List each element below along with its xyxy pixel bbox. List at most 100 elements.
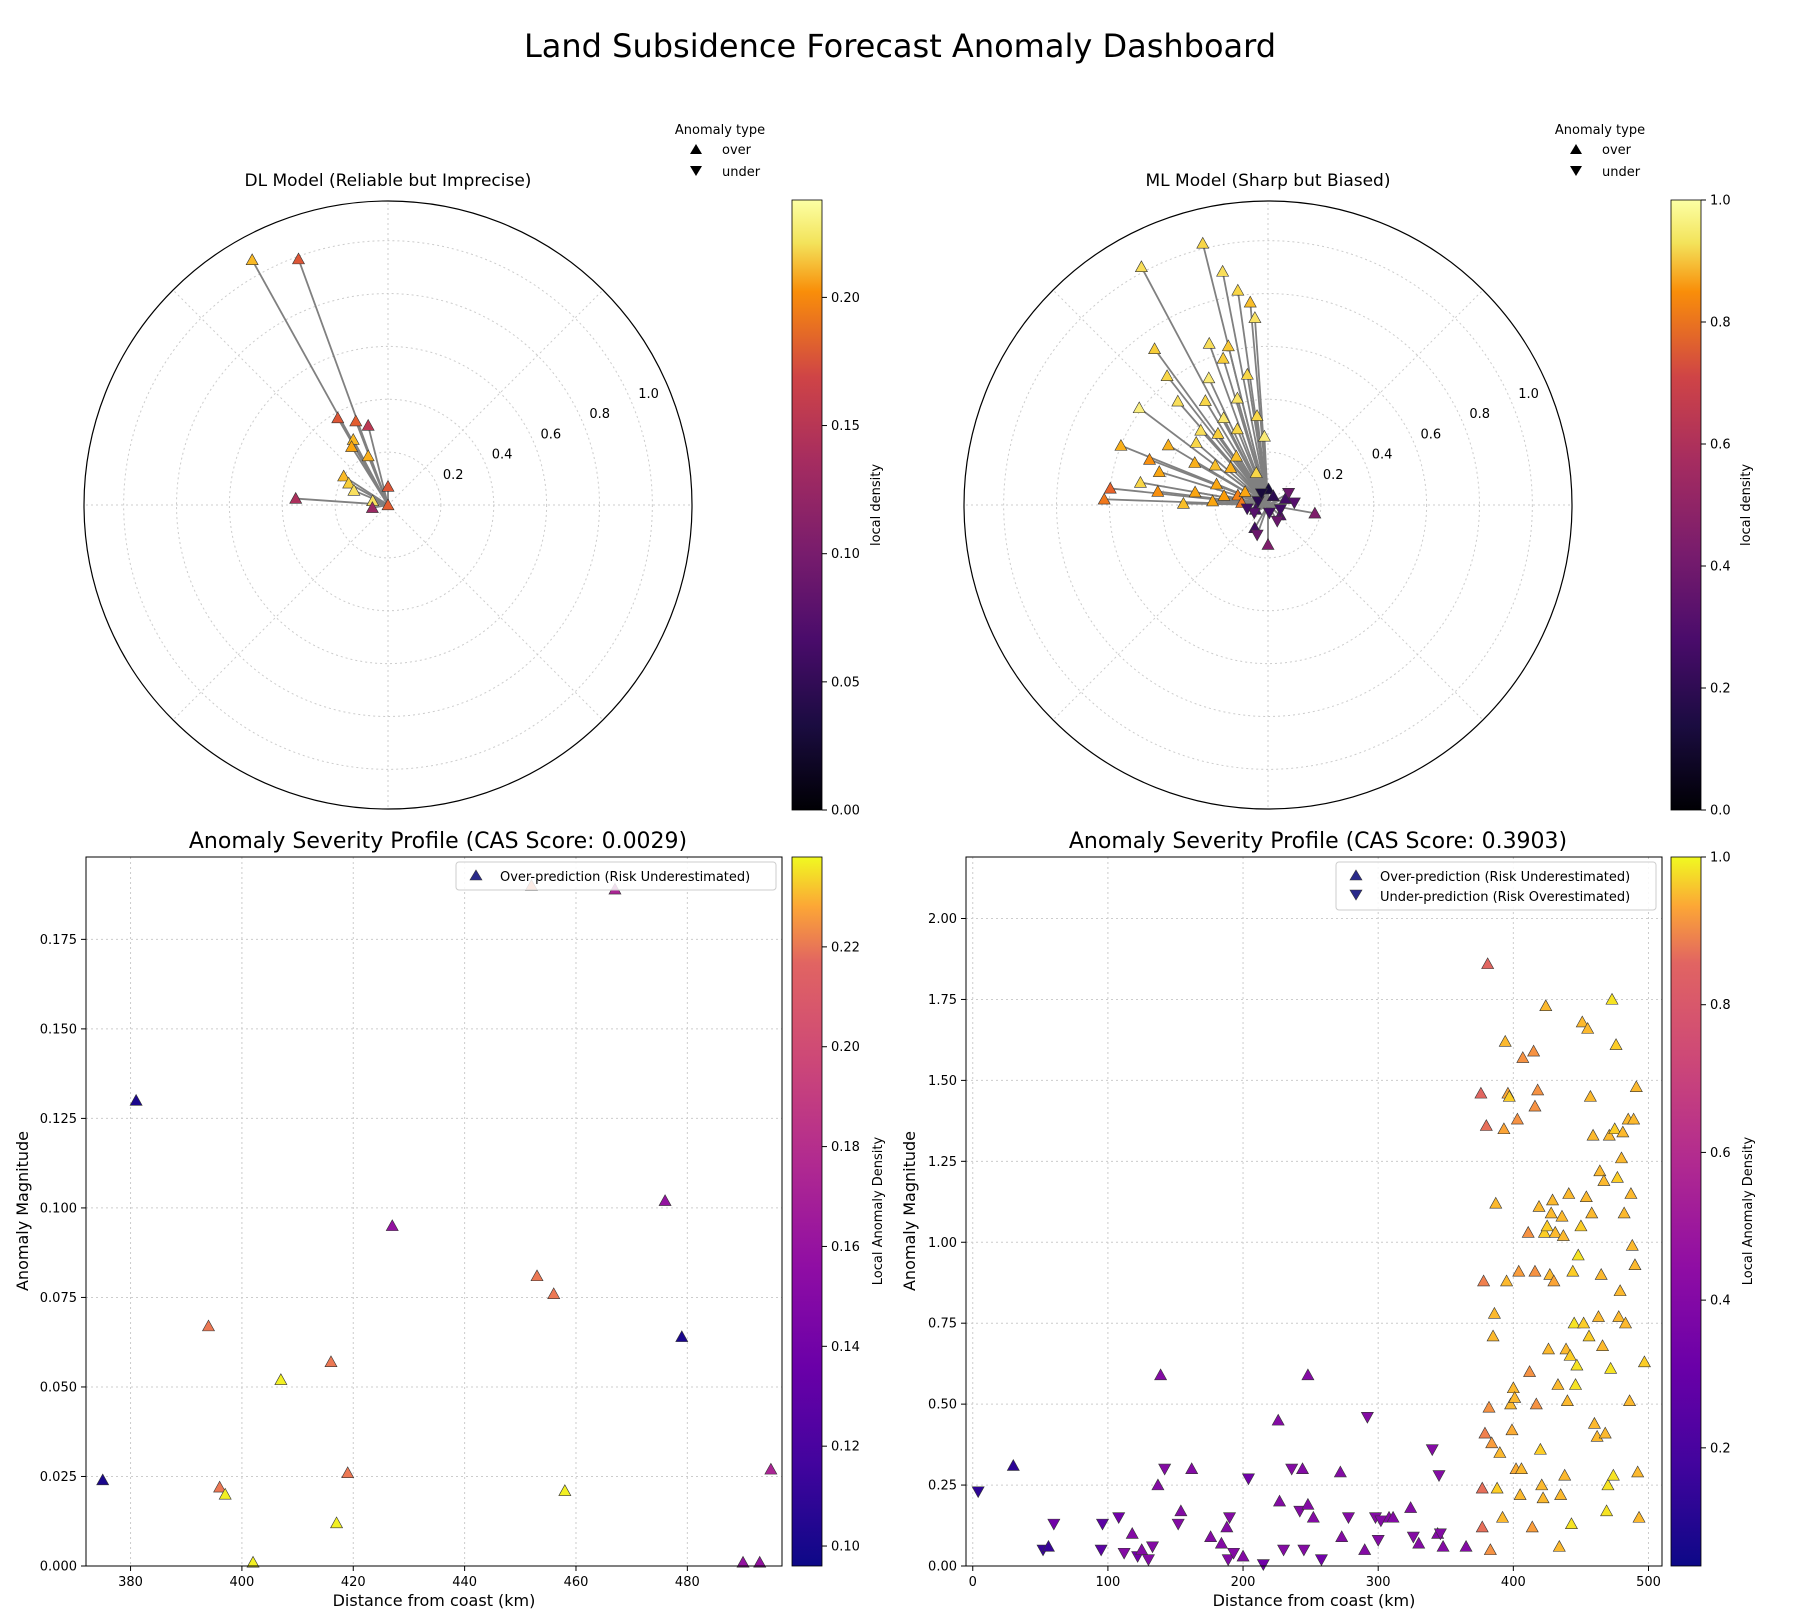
anomaly-marker-over [1231,283,1245,296]
anomaly-marker-over [1132,401,1146,414]
anomaly-point-over [324,1355,338,1367]
anomaly-arm [1195,441,1269,506]
y-tick-label: 0.175 [40,933,77,948]
anomaly-marker-under [1247,507,1261,520]
anomaly-point-under [1221,1554,1235,1567]
legend-under-marker [1570,166,1582,176]
colorbar-tick-label: 1.0 [1710,194,1731,209]
anomaly-point-over [1528,1264,1542,1277]
colorbar-gradient [791,199,823,811]
anomaly-point-over [1560,1394,1574,1406]
polar-grid-ring [1108,345,1428,665]
polar-dl-legend-under: under [722,165,761,180]
polar-r-tick-label: 0.4 [492,448,513,463]
x-tick-label: 460 [564,1575,589,1590]
polar-outer-ring [963,200,1573,810]
anomaly-point-under [1285,1463,1299,1476]
anomaly-point-over [1510,1112,1524,1125]
anomaly-point-over [1185,1462,1199,1474]
anomaly-point-under [1433,1528,1447,1541]
x-tick-label: 480 [675,1575,700,1590]
anomaly-point-over [1459,1539,1473,1552]
anomaly-point-over [1475,1481,1489,1494]
anomaly-arm [1166,375,1269,506]
anomaly-point-over [1546,1193,1560,1206]
anomaly-point-over [1273,1494,1287,1507]
anomaly-point-over [1006,1459,1020,1471]
polar-r-tick-label: 0.8 [1469,407,1490,422]
anomaly-point-over [1629,1080,1643,1092]
anomaly-point-over [1498,1034,1512,1047]
anomaly-point-over [1602,1128,1616,1141]
anomaly-marker-under [1270,515,1284,528]
x-tick-label: 300 [1366,1575,1391,1590]
anomaly-point-over [1508,1391,1522,1403]
anomaly-point-over [1608,1122,1622,1135]
y-tick-label: 2.00 [928,912,957,927]
anomaly-marker-over [1243,295,1257,308]
y-tick-label: 0.025 [40,1470,77,1485]
anomaly-arm [1227,345,1269,506]
y-tick-label: 0.50 [928,1398,957,1413]
anomaly-point-over [1493,1446,1507,1458]
polar-ml-legend-title: Anomaly type [1555,123,1645,138]
legend-box [455,861,777,891]
anomaly-point-under [1141,1554,1155,1567]
anomaly-point-over [1575,1015,1589,1028]
x-tick-label: 440 [452,1575,477,1590]
anomaly-point-over [1125,1527,1139,1539]
anomaly-point-over [330,1516,344,1529]
scatter-ml-legend: Over-prediction (Risk Underestimated) Un… [1335,861,1657,911]
colorbar-tick-label: 0.18 [831,1140,860,1155]
anomaly-point-over [1154,1368,1168,1381]
anomaly-point-over [1502,1089,1516,1102]
colorbar-tick-label: 0.05 [831,675,860,690]
anomaly-point-over [1606,1468,1620,1481]
anomaly-point-over [1204,1530,1218,1542]
anomaly-marker-over [1216,351,1230,364]
anomaly-marker-over [1134,260,1148,273]
anomaly-point-under [1117,1547,1131,1560]
anomaly-marker-under [1240,503,1254,516]
anomaly-marker-over [1238,485,1252,497]
anomaly-arm [1236,398,1269,506]
anomaly-point-over [1551,1378,1565,1390]
y-tick-label: 0.000 [40,1560,77,1575]
anomaly-point-over [1536,1491,1550,1504]
scatter-dl-marks [96,879,778,1568]
colorbar-tick-label: 0.00 [831,804,860,819]
anomaly-point-over [1135,1543,1149,1555]
polar-chart-dl: DL Model (Reliable but Imprecise) 0.2 0.4… [83,123,884,819]
colorbar-tick-label: 0.16 [831,1240,860,1255]
anomaly-point-over [1485,1436,1499,1449]
anomaly-point-over [1535,1478,1549,1491]
anomaly-point-over [341,1466,355,1478]
anomaly-point-over [1617,1206,1631,1219]
anomaly-marker-over [342,476,356,489]
anomaly-marker-over [1248,311,1262,323]
anomaly-point-over [385,1219,399,1231]
legend-over-marker [1349,869,1363,881]
anomaly-point-over [675,1330,689,1342]
scatter-ml-grid: 0 100 200 300 400 500 0.00 0.25 0.50 0.75 1.00 1.25… [928,857,1662,1590]
polar-grid-spoke [172,289,389,506]
scatter-dl-colorbar: Local Anomaly Density 0.10 0.12 0.14 0.16 0.… [791,856,886,1567]
anomaly-point-over [1479,1119,1493,1131]
anomaly-marker-over [337,469,351,482]
anomaly-point-over [1475,1520,1489,1533]
anomaly-point-under [1171,1518,1185,1531]
scatter-ml-title: Anomaly Severity Profile (CAS Score: 0.3… [1069,829,1567,854]
legend-over-marker [469,869,483,881]
anomaly-marker-over [291,252,306,265]
anomaly-point-over [246,1555,260,1568]
colorbar-tick-label: 0.8 [1710,316,1731,331]
anomaly-marker-over [1176,496,1190,509]
scatter-dl-xlabel: Distance from coast (km) [333,1591,536,1610]
anomaly-marker-over [1230,391,1244,404]
anomaly-point-under [1145,1541,1160,1554]
y-tick-label: 0.125 [40,1112,77,1127]
anomaly-arm [1241,501,1269,506]
anomaly-marker-over [1229,449,1243,462]
legend-over-marker [690,144,702,154]
